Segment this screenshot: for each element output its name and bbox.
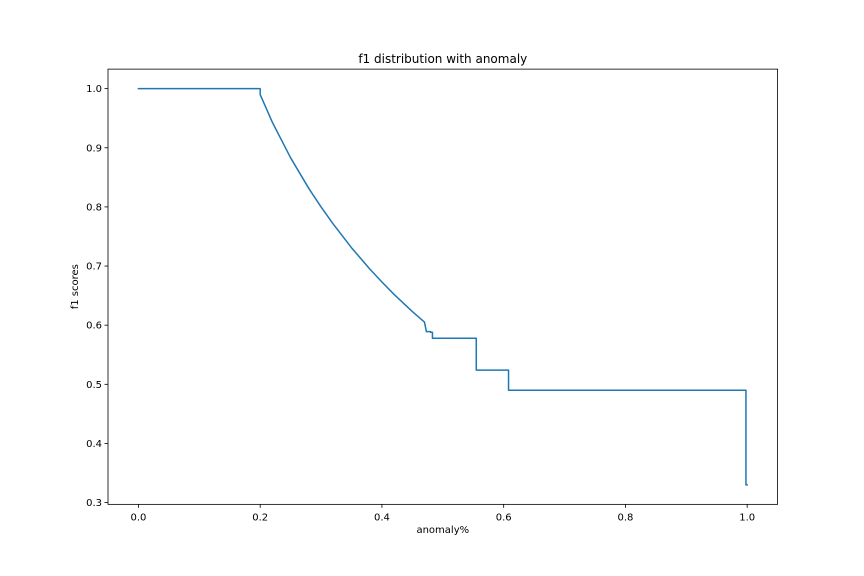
x-tick-label: 0.2: [252, 512, 268, 523]
x-tick-label: 0.8: [617, 512, 633, 523]
y-tick-label: 0.6: [86, 321, 102, 332]
x-axis-title: anomaly%: [416, 525, 469, 536]
x-tick-label: 0.0: [130, 512, 146, 523]
plot-area: [108, 69, 778, 505]
chart-title: f1 distribution with anomaly: [358, 52, 527, 66]
x-tick-label: 0.4: [374, 512, 390, 523]
y-tick-label: 0.8: [86, 202, 102, 213]
x-tick-label: 1.0: [739, 512, 755, 523]
x-tick-label: 0.6: [496, 512, 512, 523]
y-axis-ticks: 0.3 0.4 0.5 0.6 0.7 0.8 0.9 1.0: [86, 84, 108, 509]
series-line-0: [137, 87, 748, 486]
y-tick-label: 1.0: [86, 84, 102, 95]
y-tick-label: 0.9: [86, 143, 102, 154]
x-axis-ticks: 0.0 0.2 0.4 0.6 0.8 1.0: [130, 504, 755, 523]
series-layer: [137, 87, 748, 486]
y-axis-title: f1 scores: [70, 264, 81, 309]
y-tick-label: 0.7: [86, 262, 102, 273]
plot-frame: [107, 68, 778, 505]
y-tick-label: 0.4: [86, 439, 102, 450]
y-tick-label: 0.3: [86, 498, 102, 509]
y-tick-label: 0.5: [86, 380, 102, 391]
